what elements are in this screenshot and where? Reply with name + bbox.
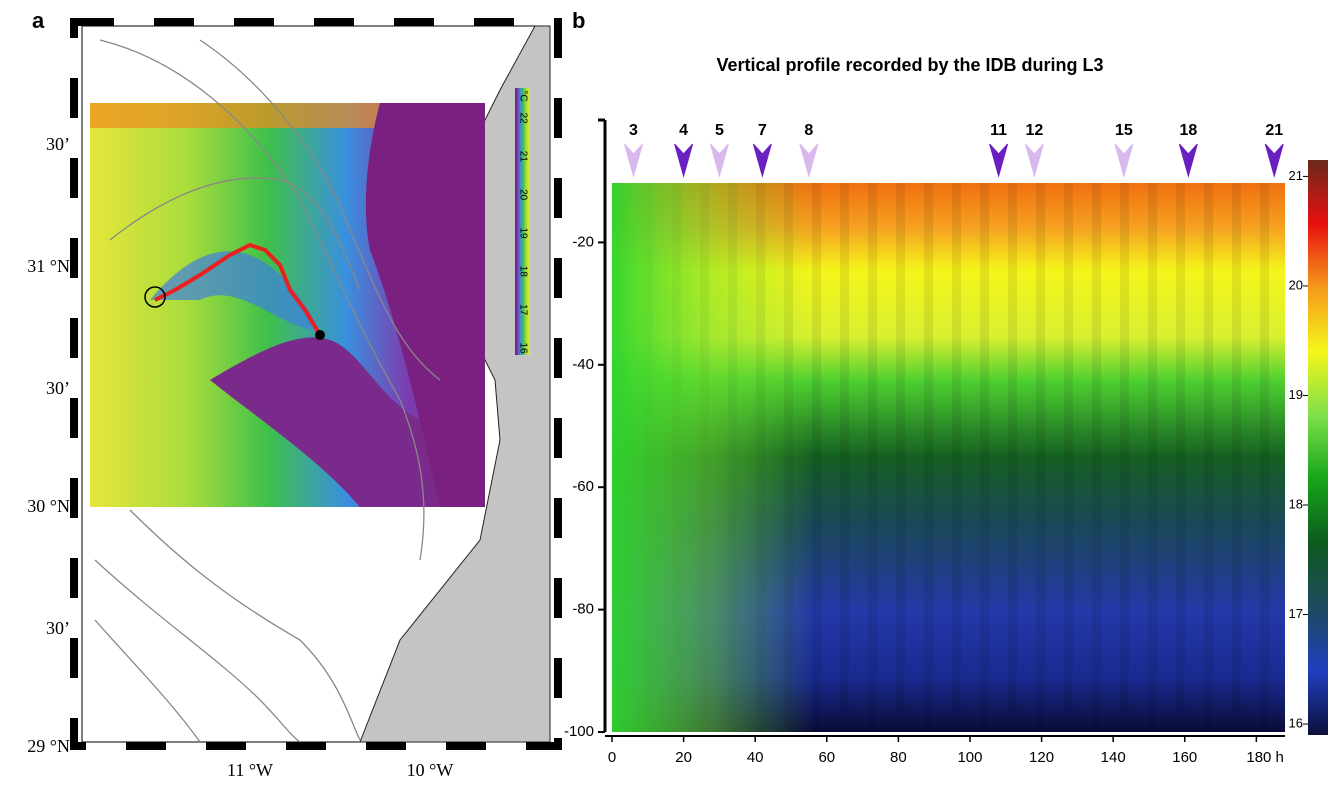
colorbar-tick-label: 16 <box>1289 715 1303 730</box>
sst-cold <box>210 337 485 507</box>
map-labels: 30’ 31 °N 30’ 30 °N 30’ 29 °N 11 °W 10 °W °C 22 21… <box>27 90 528 780</box>
marker-label: 18 <box>1179 122 1197 139</box>
colorbar <box>1308 160 1328 735</box>
colorbar-tick-label: 18 <box>1289 496 1303 511</box>
marker-arrow <box>674 143 694 178</box>
start-marker <box>144 286 166 308</box>
chart-title: Vertical profile recorded by the IDB dur… <box>716 55 1103 75</box>
isobaths <box>94 39 441 743</box>
x-tick-label: 180 h <box>1246 749 1284 766</box>
x-tick-label: 20 <box>675 749 692 766</box>
end-marker <box>315 330 325 340</box>
x-tick-label: 0 <box>608 749 616 766</box>
y-tick-label: -60 <box>572 478 594 495</box>
marker-arrow <box>1024 143 1044 178</box>
profile-panel: b Vertical profile recorded by the IDB d… <box>564 8 1328 766</box>
marker-arrow <box>1114 143 1134 178</box>
panel-label: a <box>32 8 45 33</box>
temperature-field-left <box>612 183 1285 732</box>
marker-label: 3 <box>629 122 638 139</box>
colorbar-label: 18 <box>517 266 528 278</box>
marker-label: 21 <box>1265 122 1283 139</box>
marker-arrow <box>1178 143 1198 178</box>
map-border <box>70 18 562 750</box>
colorbar-tick-label: 19 <box>1289 387 1303 402</box>
y-tick-label: -80 <box>572 601 594 618</box>
panel-label: b <box>572 8 585 33</box>
marker-label: 12 <box>1026 122 1044 139</box>
lat-label: 30 °N <box>27 496 70 516</box>
marker-arrow <box>1264 143 1284 178</box>
drifter-track <box>154 242 322 337</box>
colorbar-label: 19 <box>517 227 528 239</box>
y-tick-label: -20 <box>572 233 594 250</box>
x-tick-label: 160 <box>1172 749 1197 766</box>
colorbar-unit: °C <box>517 90 528 101</box>
marker-label: 4 <box>679 122 688 139</box>
marker-label: 5 <box>715 122 724 139</box>
x-tick-label: 80 <box>890 749 907 766</box>
x-tick-label: 140 <box>1101 749 1126 766</box>
lat-label: 30’ <box>46 134 70 154</box>
colorbar-tick-label: 20 <box>1289 277 1303 292</box>
colorbar-tick-label: 17 <box>1289 606 1303 621</box>
x-tick-label: 60 <box>818 749 835 766</box>
colorbar-tick-label: 21 <box>1289 168 1303 183</box>
colorbar-label: 17 <box>517 304 528 316</box>
lat-label: 29 °N <box>27 736 70 756</box>
sst-filament <box>150 251 320 330</box>
marker-arrow <box>752 143 772 178</box>
lon-label: 11 °W <box>227 760 273 780</box>
marker-arrow <box>709 143 729 178</box>
marker-label: 11 <box>990 122 1007 139</box>
map-panel: a 30’ 31 °N 30’ 30 °N 30’ 29 °N 11 °W 10 °W °C 22… <box>27 8 562 780</box>
marker-label: 15 <box>1115 122 1133 139</box>
colorbar-label: 20 <box>517 189 528 201</box>
lat-label: 30’ <box>46 378 70 398</box>
colorbar-label: 16 <box>517 342 528 354</box>
y-tick-label: -40 <box>572 356 594 373</box>
profile-axes: -20 -40 -60 -80 -100 0 20 40 60 80 100 120 140 160 180… <box>564 118 1328 766</box>
x-tick-label: 120 <box>1029 749 1054 766</box>
x-tick-label: 40 <box>747 749 764 766</box>
marker-label: 8 <box>804 122 813 139</box>
y-tick-label: -100 <box>564 723 594 740</box>
marker-label: 7 <box>758 122 767 139</box>
marker-arrow <box>799 143 819 178</box>
colorbar-label: 21 <box>517 151 528 163</box>
x-tick-label: 100 <box>957 749 982 766</box>
marker-arrow <box>623 143 643 178</box>
colorbar-label: 22 <box>517 112 528 124</box>
lon-label: 10 °W <box>407 760 454 780</box>
lat-label: 30’ <box>46 618 70 638</box>
lat-label: 31 °N <box>27 256 70 276</box>
map-colorbar <box>515 88 530 355</box>
sst-upwelling <box>365 103 485 507</box>
marker-arrow <box>989 143 1009 178</box>
